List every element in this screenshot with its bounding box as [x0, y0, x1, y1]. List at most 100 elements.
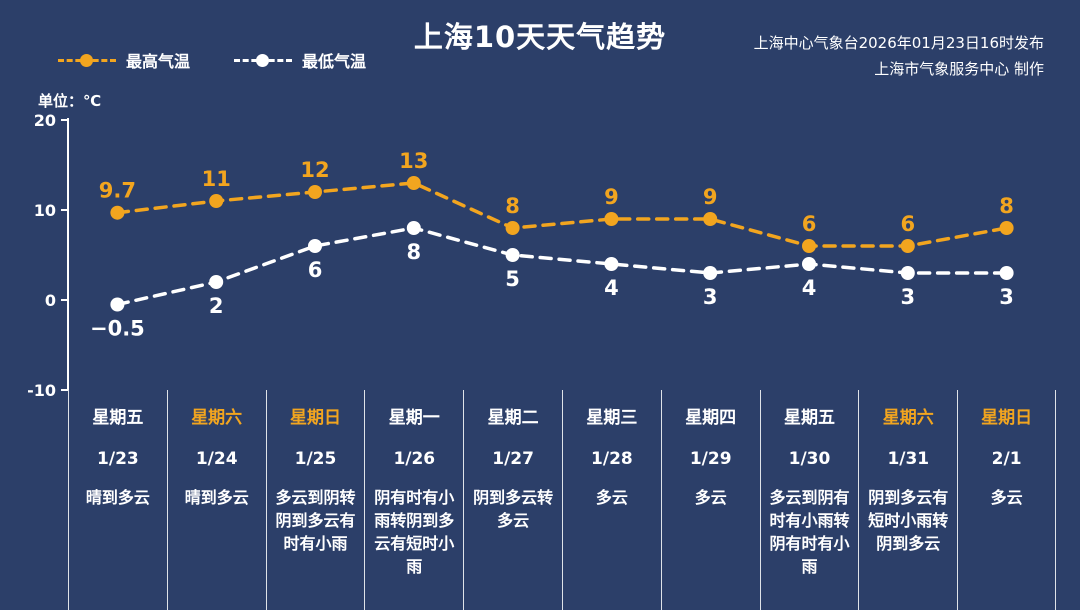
max-temp-value-label: 13 — [399, 149, 428, 173]
date-label: 1/28 — [591, 449, 633, 469]
max-temp-point — [209, 194, 224, 208]
weather-description: 多云 — [694, 488, 727, 507]
page-title: 上海10天天气趋势 — [413, 20, 667, 54]
min-temp-point — [802, 257, 816, 271]
date-label: 1/25 — [294, 449, 337, 469]
max-temp-point — [604, 212, 619, 226]
max-temp-value-label: 9 — [604, 185, 619, 209]
max-temp-value-label: 12 — [300, 158, 329, 182]
max-temp-point — [406, 176, 421, 190]
min-temp-point — [308, 239, 322, 253]
weather-description: 多云 — [595, 488, 628, 507]
weather-description: 多云到阴有时有小雨转阴有时有小雨 — [769, 488, 850, 576]
weekday-label: 星期五 — [783, 408, 835, 428]
day-column: 星期六 1/31 阴到多云有短时小雨转阴到多云 — [858, 390, 957, 610]
date-label: 1/26 — [393, 449, 436, 469]
min-temp-point — [604, 257, 619, 271]
y-axis-tick-label: 0 — [45, 291, 56, 310]
chart-legend: 最高气温 最低气温 — [58, 48, 366, 72]
max-temp-value-label: 8 — [999, 194, 1014, 218]
publisher-line2: 上海市气象服务中心 制作 — [874, 60, 1044, 78]
weather-description: 阴到多云转多云 — [473, 488, 554, 530]
min-temp-value-label: 8 — [406, 240, 421, 264]
max-temp-line — [115, 181, 1009, 248]
y-axis-tick-label: -10 — [27, 381, 56, 400]
weekday-label: 星期日 — [289, 408, 341, 428]
min-temp-value-label: 3 — [900, 285, 915, 309]
min-temp-point — [703, 266, 718, 280]
max-temp-value-label: 6 — [900, 212, 915, 236]
day-column: 星期四 1/29 多云 — [660, 390, 760, 610]
legend-item-min: 最低气温 — [234, 48, 366, 72]
publisher-info: 上海中心气象台2026年01月23日16时发布 上海市气象服务中心 制作 — [754, 30, 1044, 82]
day-column: 星期六 1/24 晴到多云 — [166, 390, 266, 610]
min-temp-point — [505, 248, 520, 262]
day-column: 星期日 1/25 多云到阴转阴到多云有时有小雨 — [265, 390, 365, 610]
min-temp-point — [900, 266, 915, 280]
min-temp-point — [209, 275, 224, 289]
day-column: 星期二 1/27 阴到多云转多云 — [463, 390, 562, 610]
max-temp-point — [505, 221, 520, 235]
max-temp-point — [802, 239, 816, 253]
min-temp-line — [115, 226, 1009, 307]
min-temp-value-label: −0.5 — [90, 317, 145, 341]
unit-label: 单位：℃ — [38, 92, 102, 110]
date-label: 1/30 — [788, 449, 831, 469]
weekday-label: 星期五 — [92, 408, 144, 428]
weather-description: 晴到多云 — [184, 488, 249, 507]
weekday-label: 星期六 — [882, 408, 934, 428]
legend-item-max: 最高气温 — [58, 48, 190, 72]
max-temp-point — [110, 205, 125, 220]
min-temp-legend-icon — [234, 53, 293, 68]
date-label: 1/23 — [97, 449, 139, 469]
min-temp-point — [999, 266, 1014, 280]
max-temp-value-label: 8 — [505, 194, 520, 218]
max-temp-point — [308, 185, 322, 199]
legend-max-label: 最高气温 — [126, 52, 191, 71]
weather-description: 阴有时有小雨转阴到多云有短时小雨 — [374, 488, 455, 576]
day-column: 星期五 1/23 晴到多云 — [68, 390, 167, 610]
weather-description: 阴到多云有短时小雨转阴到多云 — [868, 488, 949, 553]
max-temp-point — [703, 212, 718, 226]
min-temp-value-label: 4 — [604, 276, 619, 300]
weather-description: 多云 — [990, 488, 1023, 507]
date-label: 1/29 — [689, 449, 732, 469]
weather-description: 晴到多云 — [85, 488, 150, 507]
day-columns: 星期五 1/23 晴到多云 星期六 1/24 晴到多云 星期日 1/25 多云到阴转阴到多云有时… — [68, 390, 1056, 610]
max-temp-value-label: 11 — [202, 167, 231, 191]
day-column: 星期五 1/30 多云到阴有时有小雨转阴有时有小雨 — [759, 390, 859, 610]
day-column: 星期一 1/26 阴有时有小雨转阴到多云有短时小雨 — [364, 390, 463, 610]
min-temp-value-label: 3 — [703, 285, 718, 309]
min-temp-value-label: 5 — [505, 267, 520, 291]
max-temp-value-label: 9.7 — [99, 179, 136, 203]
weather-description: 多云到阴转阴到多云有时有小雨 — [275, 488, 356, 553]
max-temp-point — [999, 221, 1014, 235]
date-label: 1/27 — [492, 449, 534, 469]
weekday-label: 星期一 — [388, 408, 440, 428]
min-temp-point — [406, 221, 421, 235]
min-temp-value-label: 3 — [999, 285, 1014, 309]
max-temp-legend-icon — [58, 53, 116, 68]
weekday-label: 星期二 — [487, 408, 539, 428]
min-temp-point — [110, 297, 125, 312]
y-axis-tick-label: 10 — [34, 201, 56, 220]
min-temp-value-label: 6 — [308, 258, 323, 282]
y-axis-tick-label: 20 — [34, 111, 56, 130]
legend-min-label: 最低气温 — [302, 52, 367, 71]
max-temp-value-label: 9 — [703, 185, 718, 209]
min-temp-value-label: 4 — [802, 276, 817, 300]
max-temp-point — [900, 239, 915, 253]
min-temp-value-label: 2 — [209, 294, 224, 318]
weekday-label: 星期四 — [685, 408, 737, 428]
max-temp-value-label: 6 — [802, 212, 817, 236]
day-column: 星期日 2/1 多云 — [957, 390, 1056, 610]
date-label: 1/31 — [887, 449, 930, 469]
weekday-label: 星期三 — [586, 408, 638, 428]
date-label: 2/1 — [991, 449, 1022, 469]
publisher-line1: 上海中心气象台2026年01月23日16时发布 — [753, 34, 1044, 52]
day-column: 星期三 1/28 多云 — [562, 390, 661, 610]
date-label: 1/24 — [195, 449, 238, 469]
weekday-label: 星期六 — [191, 408, 243, 428]
